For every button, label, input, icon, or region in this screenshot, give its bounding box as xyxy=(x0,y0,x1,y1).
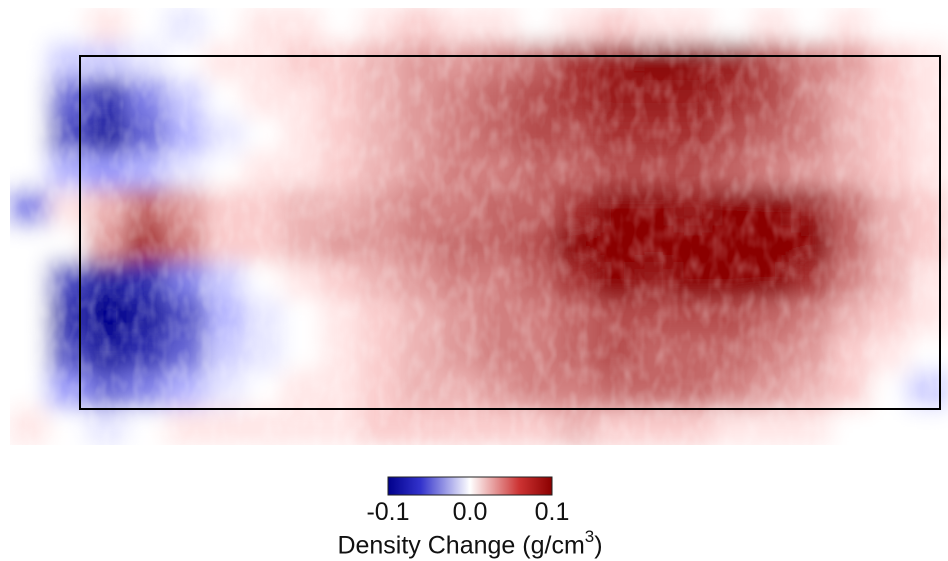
colorbar-label-text: Density Change (g/cm xyxy=(337,531,585,560)
colorbar-tick-label: 0.1 xyxy=(534,498,570,526)
colorbar xyxy=(387,476,553,496)
heatmap-texture xyxy=(10,8,948,445)
colorbar-tick-label: 0.0 xyxy=(452,498,488,526)
colorbar-label-superscript: 3 xyxy=(584,527,595,546)
colorbar-label: Density Change (g/cm3) xyxy=(337,527,603,560)
region-outline xyxy=(79,55,941,410)
colorbar-tick-label: -0.1 xyxy=(366,498,410,526)
colorbar-label-suffix: ) xyxy=(594,531,603,560)
